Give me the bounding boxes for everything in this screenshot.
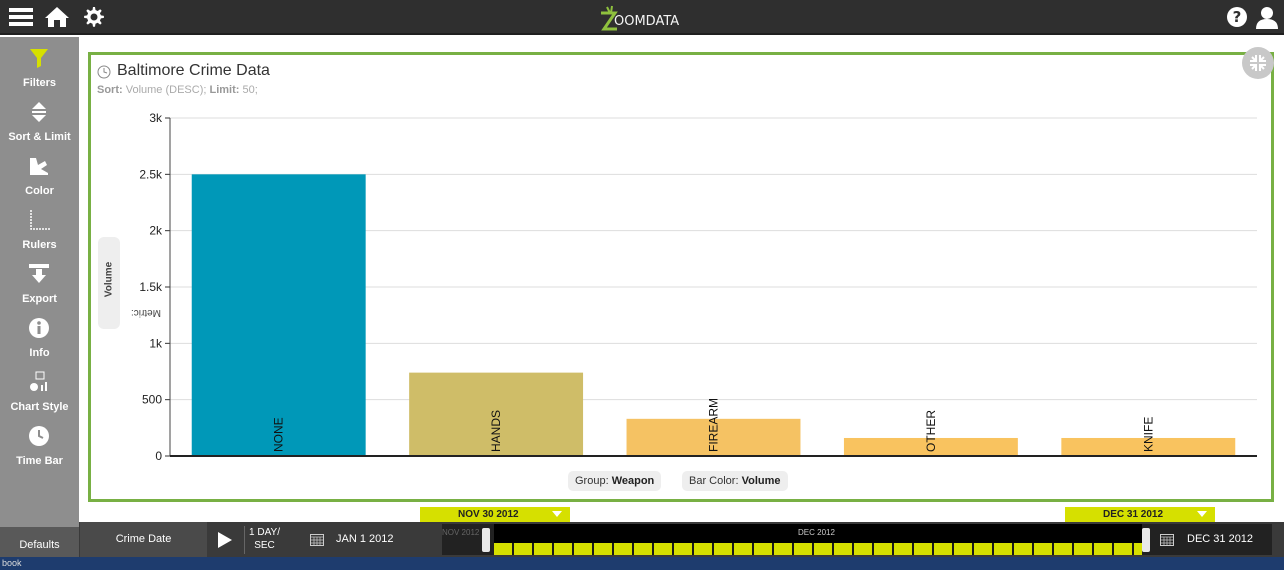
bar-chart: 0 500 1k 1.5k 2k 2.5k 3k NONE HANDS FIREARM OTHER K… [139,111,1257,463]
y-tick-label: 2k [149,224,163,238]
bar-color-value: Volume [741,475,781,487]
menu-icon[interactable] [8,5,34,29]
calendar-icon [1160,534,1174,546]
chart-style-icon [30,371,47,391]
group-value: Weapon [611,475,655,487]
svg-text:?: ? [1233,8,1242,26]
y-tick-label: 500 [142,393,162,407]
end-date-label: DEC 31 2012 [1187,533,1254,545]
bar-none[interactable] [191,174,366,456]
bar-firearm[interactable] [626,418,801,456]
y-tick-label: 1.5k [139,280,163,294]
rate-line-2: SEC [254,540,275,551]
sidebar-item-info[interactable]: Info [0,311,79,363]
collapse-icon [1250,55,1266,71]
metric-value: Volume [103,261,115,298]
play-icon [218,532,232,548]
sidebar-item-chart-style[interactable]: Chart Style [0,365,79,417]
limit-value: 50; [242,84,258,96]
sort-label: Sort: [97,84,123,96]
month-label-left: NOV 2012 [442,528,480,537]
sidebar-item-label: Sort & Limit [8,131,71,143]
brand-text: OOMDATA [614,14,680,29]
bar-label: KNIFE [1141,417,1155,452]
bar-other[interactable] [843,437,1018,456]
sidebar-item-label: Export [22,293,57,305]
sidebar-item-label: Info [29,347,50,359]
bar-label: FIREARM [707,398,721,452]
sidebar-item-label: Color [25,185,54,197]
start-date-label: JAN 1 2012 [336,533,394,545]
bar-label: HANDS [489,410,503,452]
sidebar-item-color[interactable]: Color [0,149,79,201]
brand-logo: OOMDATA [598,5,708,31]
user-icon[interactable] [1254,5,1280,29]
chevron-down-icon [552,511,562,517]
info-icon [29,318,49,338]
limit-label: Limit: [209,84,240,96]
playback-rate[interactable]: 1 DAY/ SEC [244,526,284,554]
top-bar: OOMDATA ? [0,0,1284,35]
end-range-label: DEC 31 2012 [1103,509,1164,520]
bar-hands[interactable] [409,372,584,456]
rate-line-1: 1 DAY/ [249,527,280,538]
month-label-mid: DEC 2012 [798,528,835,537]
metric-pill[interactable]: Metric: Volume [98,237,161,329]
clock-icon [29,426,49,446]
bar-label: NONE [272,417,286,452]
start-date[interactable]: JAN 1 2012 [310,522,440,557]
timeline-ticks [494,543,1142,555]
bar-label: OTHER [924,410,938,452]
range-end-handle[interactable] [1142,528,1150,552]
y-tick-label: 2.5k [139,167,163,181]
start-range-flag[interactable]: NOV 30 2012 [420,507,570,522]
time-field-label[interactable]: Crime Date [80,522,207,557]
sidebar-item-label: Filters [22,77,56,89]
chart-subtitle: Sort: Volume (DESC); Limit: 50; [97,84,258,96]
home-icon[interactable] [44,5,70,29]
group-pill[interactable]: Group: Weapon [568,471,662,491]
bar-color-pill[interactable]: Bar Color: Volume [682,471,788,491]
bar-knife[interactable] [1061,437,1236,456]
left-sidebar: Filters Sort & Limit Color Rulers Export… [0,37,79,557]
sidebar-item-sort-limit[interactable]: Sort & Limit [0,95,79,147]
sidebar-item-time-bar[interactable]: Time Bar [0,419,79,471]
calendar-icon [310,534,324,546]
y-tick-label: 3k [149,111,163,125]
chart-title: Baltimore Crime Data [117,62,270,79]
sidebar-item-filters[interactable]: Filters [0,41,79,93]
export-icon [29,264,49,283]
sidebar-item-export[interactable]: Export [0,257,79,309]
sidebar-item-label: Rulers [22,239,57,251]
defaults-button[interactable]: Defaults [0,527,79,557]
sort-icon [32,102,46,122]
range-start-handle[interactable] [482,528,490,552]
collapse-button[interactable] [1242,47,1274,79]
zoomdata-logo-icon [601,5,618,31]
sidebar-item-label: Time Bar [16,455,63,467]
os-taskbar: book [0,557,1284,570]
color-icon [30,158,48,175]
sidebar-item-rulers[interactable]: Rulers [0,203,79,255]
bar-color-label: Bar Color: [689,475,739,487]
filter-icon [30,49,48,68]
sort-value: Volume (DESC); [125,84,207,96]
group-label: Group: [575,475,609,487]
chevron-down-icon [1197,511,1207,517]
rulers-icon [30,210,50,230]
play-button[interactable] [210,522,240,557]
help-icon[interactable]: ? [1224,5,1250,29]
end-range-flag[interactable]: DEC 31 2012 [1065,507,1215,522]
y-tick-label: 0 [155,449,162,463]
y-tick-label: 1k [149,336,163,350]
sidebar-item-label: Chart Style [10,401,69,413]
metric-label: Metric: [131,307,161,318]
clock-icon[interactable] [97,65,111,79]
end-date[interactable]: DEC 31 2012 [1160,522,1280,557]
start-range-label: NOV 30 2012 [458,509,519,520]
gear-icon[interactable] [80,5,106,29]
taskbar-text: book [2,558,22,568]
